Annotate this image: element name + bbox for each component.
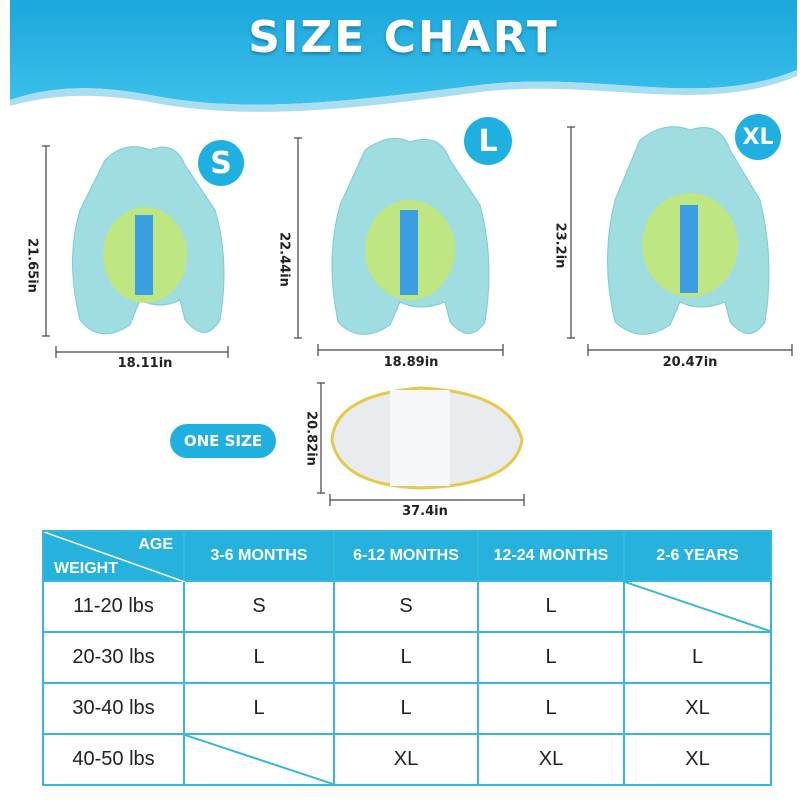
height-dimension-canopy: 20.82in [303,411,319,466]
empty-cell [623,580,772,633]
size-cell: L [183,631,335,684]
width-dimension-l: 18.89in [383,355,439,370]
table-row: 30-40 lbs L L L XL [42,682,772,735]
table-row: 11-20 lbs S S L [42,580,772,633]
corner-header: AGE WEIGHT [42,530,185,582]
size-badge-xl: XL [735,114,781,160]
size-cell: XL [623,682,772,735]
column-header: 12-24 MONTHS [477,530,625,582]
weight-cell: 11-20 lbs [42,580,185,633]
height-dimension-xl: 23.2in [552,222,568,269]
size-cell: L [477,682,625,735]
float-product-l [331,137,490,335]
size-badge-l: L [464,117,512,165]
size-cell: S [183,580,335,633]
size-cell: L [333,682,479,735]
size-cell: XL [623,733,772,786]
height-dimension-s: 21.65in [24,238,40,293]
size-cell: L [333,631,479,684]
size-badge-s: S [198,140,244,186]
size-cell: S [333,580,479,633]
column-header: 2-6 YEARS [623,530,772,582]
canopy-product [330,386,524,490]
size-cell: XL [333,733,479,786]
age-label: AGE [138,536,173,553]
width-dimension-canopy: 37.4in [402,504,448,519]
size-cell: L [623,631,772,684]
table-header-row: AGE WEIGHT 3-6 MONTHS 6-12 MONTHS 12-24 … [42,530,772,582]
one-size-badge: ONE SIZE [170,424,276,458]
size-table: AGE WEIGHT 3-6 MONTHS 6-12 MONTHS 12-24 … [42,530,772,786]
column-header: 6-12 MONTHS [333,530,479,582]
dimension-lines [42,126,793,506]
width-dimension-s: 18.11in [117,356,173,371]
column-header: 3-6 MONTHS [183,530,335,582]
weight-cell: 40-50 lbs [42,733,185,786]
size-cell: XL [477,733,625,786]
page-title: SIZE CHART [248,12,559,63]
wave-banner [10,0,797,112]
float-product-s [72,146,225,335]
size-cell: L [477,631,625,684]
width-dimension-xl: 20.47in [662,355,718,370]
diagonal-line [625,582,770,631]
empty-cell [183,733,335,786]
size-cell: L [183,682,335,735]
weight-cell: 30-40 lbs [42,682,185,735]
height-dimension-l: 22.44in [276,232,292,287]
diagonal-line [185,735,333,784]
table-row: 40-50 lbs XL XL XL [42,733,772,786]
weight-label: WEIGHT [54,560,118,577]
float-product-xl [607,126,770,335]
size-cell: L [477,580,625,633]
diagonal-line [44,532,185,582]
weight-cell: 20-30 lbs [42,631,185,684]
table-row: 20-30 lbs L L L L [42,631,772,684]
